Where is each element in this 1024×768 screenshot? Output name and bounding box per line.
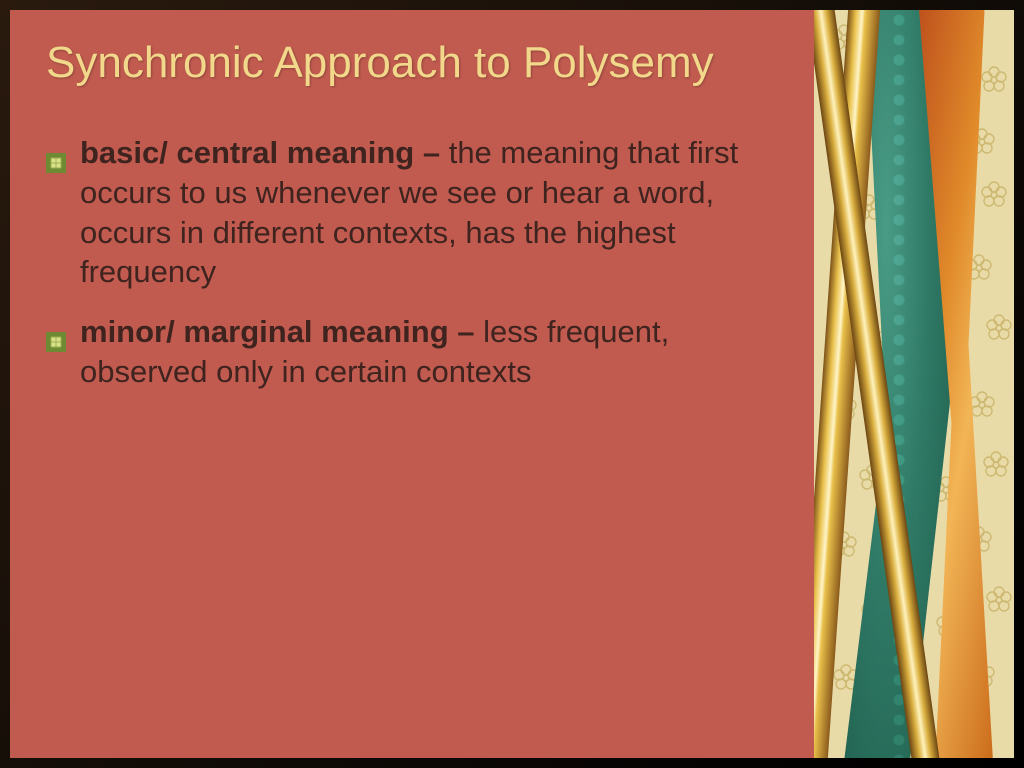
bullet-icon — [46, 322, 66, 342]
bullet-bold: minor/ marginal meaning – — [80, 314, 483, 349]
bullet-icon — [46, 143, 66, 163]
content-pane: Synchronic Approach to Polysemy — [10, 10, 814, 758]
bullet-item: basic/ central meaning – the meaning tha… — [46, 133, 780, 292]
bullet-bold: basic/ central meaning – — [80, 135, 449, 170]
decor-pane — [814, 10, 1014, 758]
slide-title: Synchronic Approach to Polysemy — [46, 38, 780, 87]
bullet-item: minor/ marginal meaning – less frequent,… — [46, 312, 780, 391]
slide: Synchronic Approach to Polysemy — [10, 10, 1014, 758]
bullet-list: basic/ central meaning – the meaning tha… — [46, 133, 780, 391]
slide-frame: Synchronic Approach to Polysemy — [0, 0, 1024, 768]
